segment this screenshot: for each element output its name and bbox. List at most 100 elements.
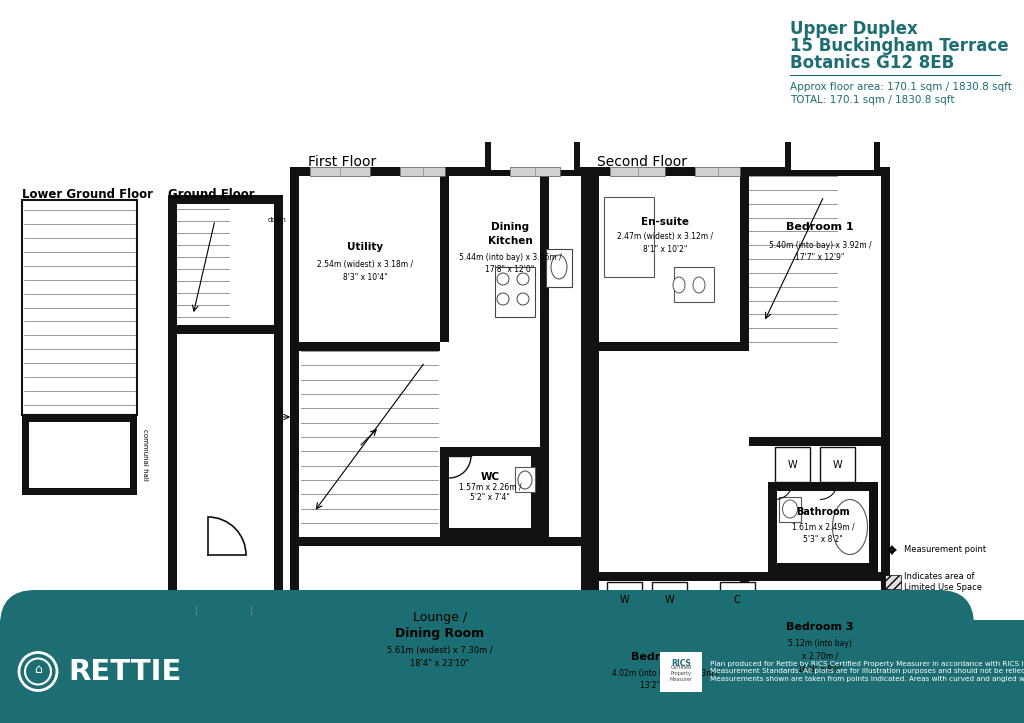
Bar — [22, 415, 137, 495]
Bar — [604, 197, 654, 277]
Bar — [674, 267, 714, 302]
Bar — [515, 467, 535, 492]
Text: 5.12m (into bay): 5.12m (into bay) — [788, 638, 852, 648]
Bar — [490, 148, 574, 170]
Bar — [540, 176, 549, 537]
Bar — [791, 142, 874, 167]
Bar — [740, 572, 749, 606]
Bar — [607, 582, 642, 617]
Bar — [310, 167, 370, 176]
Bar — [785, 142, 880, 176]
Bar — [885, 575, 901, 589]
Bar — [440, 176, 449, 342]
Polygon shape — [290, 593, 312, 615]
Bar — [546, 249, 572, 287]
Text: 5.40m (into bay) x 3.92m /: 5.40m (into bay) x 3.92m / — [769, 241, 871, 249]
Text: Dining: Dining — [490, 222, 529, 232]
Text: Ground Floor: Ground Floor — [168, 188, 255, 201]
Polygon shape — [590, 593, 612, 615]
Bar — [183, 596, 208, 605]
Bar — [238, 605, 263, 614]
Text: Kitchen: Kitchen — [487, 236, 532, 246]
Bar — [720, 582, 755, 617]
Ellipse shape — [782, 500, 798, 518]
Bar — [709, 606, 752, 628]
Bar — [599, 176, 881, 606]
Bar — [777, 491, 869, 563]
Text: WC: WC — [480, 472, 500, 482]
Text: 8'3" x 10'4": 8'3" x 10'4" — [343, 273, 387, 281]
Text: Upper Duplex: Upper Duplex — [790, 20, 918, 38]
FancyBboxPatch shape — [0, 590, 974, 723]
Text: 4.02m (into bays) x 4.43m /: 4.02m (into bays) x 4.43m / — [611, 669, 718, 677]
Bar — [299, 176, 581, 606]
Bar — [740, 176, 749, 351]
Bar — [924, 620, 1024, 723]
Text: Utility: Utility — [347, 242, 383, 252]
Text: RICS: RICS — [671, 659, 691, 668]
Bar — [779, 497, 801, 522]
Bar — [695, 167, 740, 176]
Text: 17'8" x 12'0": 17'8" x 12'0" — [485, 265, 535, 273]
Text: 2.47m (widest) x 3.12m /: 2.47m (widest) x 3.12m / — [616, 233, 713, 241]
Bar — [652, 582, 687, 617]
Text: 1.61m x 2.49m /: 1.61m x 2.49m / — [792, 523, 854, 531]
Text: Botanics G12 8EB: Botanics G12 8EB — [790, 54, 954, 72]
Text: ⌂: ⌂ — [34, 663, 42, 676]
Bar — [495, 267, 535, 317]
Text: communal hall: communal hall — [142, 429, 148, 481]
Text: First Floor: First Floor — [308, 155, 376, 169]
Text: Bedroom 1: Bedroom 1 — [786, 222, 854, 232]
Bar — [177, 325, 274, 334]
Ellipse shape — [833, 500, 867, 555]
Text: TOTAL: 170.1 sqm / 1830.8 sqft: TOTAL: 170.1 sqm / 1830.8 sqft — [790, 95, 954, 105]
Bar — [419, 606, 462, 628]
Bar — [400, 167, 445, 176]
Bar — [695, 167, 740, 176]
Text: Bathroom: Bathroom — [797, 507, 850, 517]
Text: W: W — [620, 595, 629, 605]
Polygon shape — [568, 593, 590, 615]
Ellipse shape — [693, 277, 705, 293]
Bar — [510, 167, 560, 176]
Bar — [440, 447, 540, 537]
Bar — [238, 596, 263, 605]
Text: Lower Ground Floor: Lower Ground Floor — [22, 188, 153, 201]
Bar — [0, 0, 1024, 620]
Text: Approx floor area: 170.1 sqm / 1830.8 sqft: Approx floor area: 170.1 sqm / 1830.8 sq… — [790, 82, 1012, 92]
Bar — [660, 651, 702, 691]
Bar — [290, 167, 590, 615]
Text: Bedroom 2: Bedroom 2 — [631, 652, 698, 662]
Bar — [703, 606, 758, 637]
Bar — [820, 447, 855, 482]
Text: 17'7" x 12'9": 17'7" x 12'9" — [796, 254, 845, 262]
Bar — [610, 167, 665, 176]
Text: down: down — [268, 217, 287, 223]
Bar — [599, 572, 881, 581]
Ellipse shape — [551, 255, 567, 279]
Bar — [768, 482, 878, 572]
Text: x 2.70m /: x 2.70m / — [802, 651, 838, 661]
Text: C: C — [733, 595, 740, 605]
Bar — [177, 204, 274, 596]
Text: En-suite: En-suite — [641, 217, 689, 227]
Bar — [299, 342, 440, 351]
Text: Dining Room: Dining Room — [395, 627, 484, 640]
Ellipse shape — [673, 277, 685, 293]
Text: Certified
Property
Measurer: Certified Property Measurer — [670, 665, 692, 682]
Bar — [400, 167, 445, 176]
Text: 8'1" x 10'2": 8'1" x 10'2" — [643, 246, 687, 254]
Text: W: W — [787, 460, 797, 470]
Text: RETTIE: RETTIE — [68, 657, 181, 685]
Bar — [299, 537, 581, 546]
Bar — [413, 606, 468, 637]
Bar — [419, 612, 462, 631]
Bar — [490, 142, 574, 167]
Text: 1.57m x 2.26m /
5'2" x 7'4": 1.57m x 2.26m / 5'2" x 7'4" — [459, 482, 521, 502]
Bar — [310, 167, 370, 176]
Bar — [258, 596, 283, 626]
Text: 5.44m (into bay) x 3.66m /: 5.44m (into bay) x 3.66m / — [459, 252, 561, 262]
Bar — [709, 612, 752, 631]
Text: Lounge /: Lounge / — [413, 610, 467, 623]
Bar — [22, 200, 137, 415]
